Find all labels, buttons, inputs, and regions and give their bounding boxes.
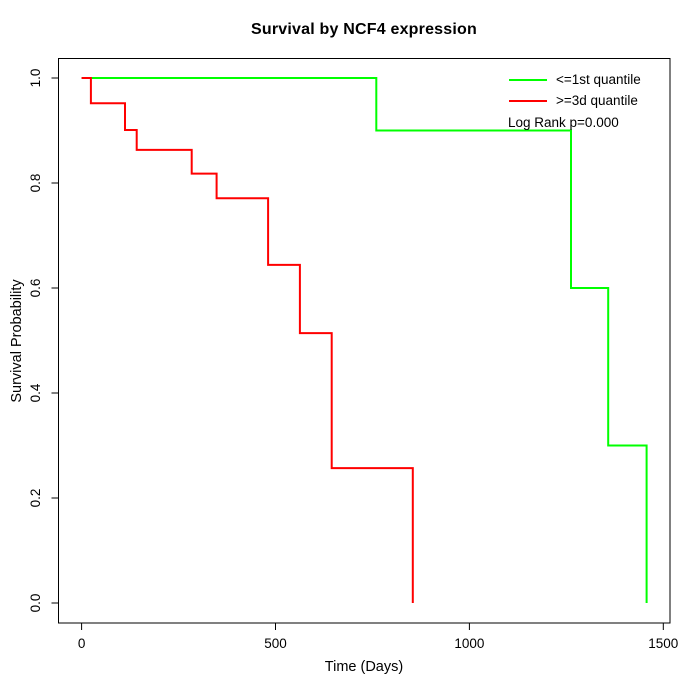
y-tick-label-2: 0.4 <box>28 383 43 402</box>
y-tick-label-3: 0.6 <box>28 279 43 298</box>
x-axis-label: Time (Days) <box>324 659 404 675</box>
y-tick-label-1: 0.2 <box>28 489 43 508</box>
km-step-curve-0 <box>81 77 648 603</box>
legend: <=1st quantile >=3d quantile <box>509 69 641 111</box>
chart-title: Survival by NCF4 expression <box>251 21 477 38</box>
legend-label: >=3d quantile <box>556 93 638 108</box>
y-axis-label: Survival Probability <box>9 279 25 403</box>
y-tick-label-5: 1.0 <box>28 69 43 88</box>
logrank-annotation: Log Rank p=0.000 <box>508 115 619 130</box>
x-tick-label-2: 1000 <box>454 636 484 651</box>
x-tick-label-0: 0 <box>78 636 86 651</box>
km-step-curve-1 <box>81 77 414 603</box>
x-tick-label-1: 500 <box>264 636 287 651</box>
legend-item-0: <=1st quantile <box>509 69 641 90</box>
legend-line-swatch <box>509 99 547 102</box>
legend-line-swatch <box>509 78 547 81</box>
legend-item-1: >=3d quantile <box>509 90 641 111</box>
plot-box <box>58 58 671 624</box>
y-tick-label-0: 0.0 <box>28 594 43 613</box>
y-tick-label-4: 0.8 <box>28 174 43 193</box>
legend-label: <=1st quantile <box>556 72 641 87</box>
x-tick-label-3: 1500 <box>648 636 678 651</box>
